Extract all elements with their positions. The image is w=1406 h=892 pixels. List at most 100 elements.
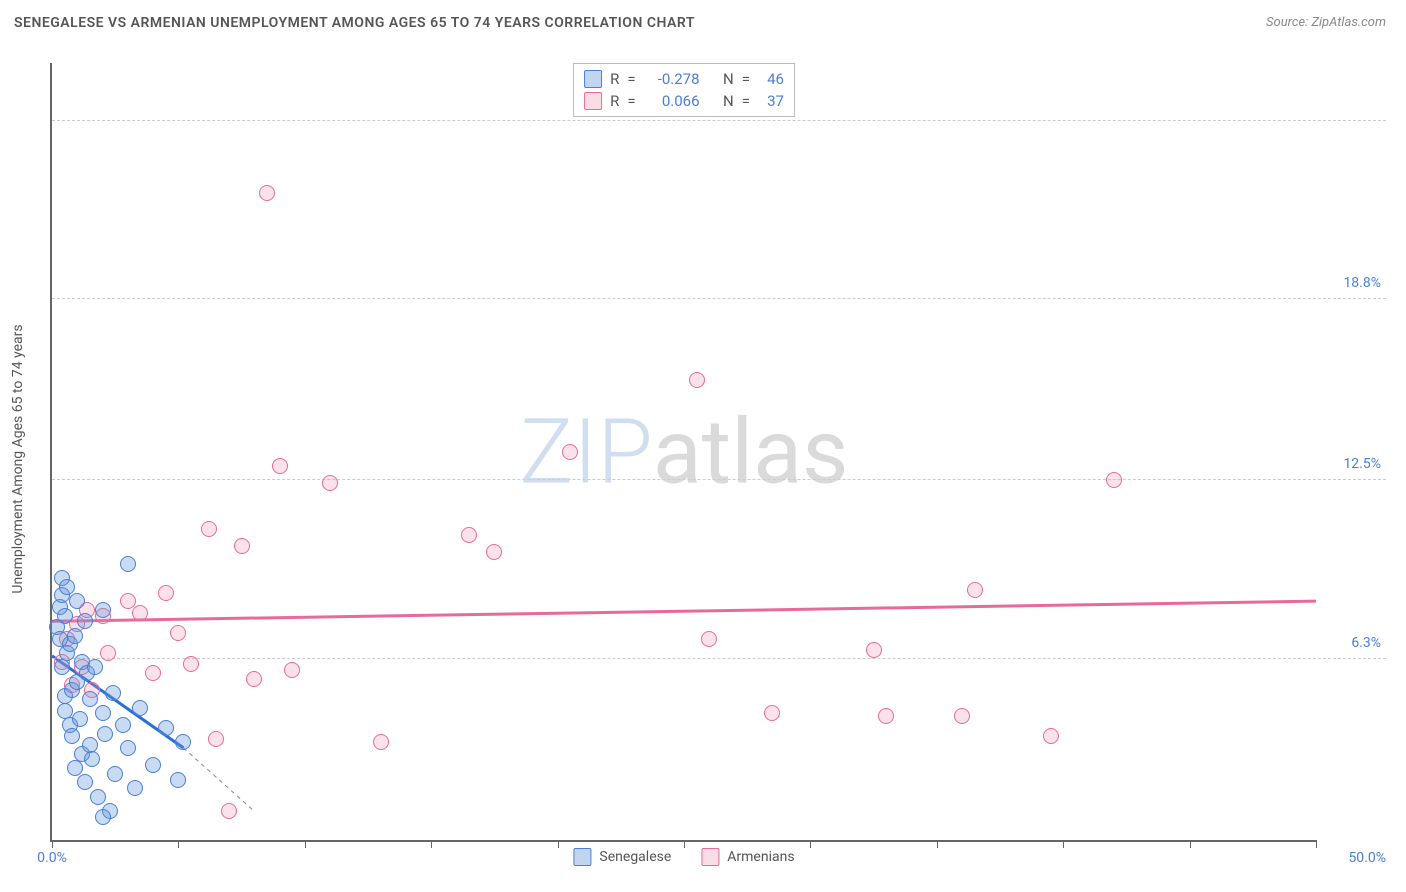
data-point <box>158 585 174 601</box>
eq-sign: = <box>627 92 635 110</box>
data-point <box>67 760 83 776</box>
data-point <box>115 717 131 733</box>
data-point <box>878 708 894 724</box>
r-value-armenians: 0.066 <box>644 92 700 110</box>
data-point <box>90 789 106 805</box>
data-point <box>145 665 161 681</box>
x-tick <box>937 840 938 848</box>
data-point <box>132 700 148 716</box>
data-point <box>82 691 98 707</box>
eq-sign: = <box>742 70 750 88</box>
r-value-senegalese: -0.278 <box>644 70 700 88</box>
data-point <box>69 593 85 609</box>
x-tick <box>1316 840 1317 848</box>
trend-lines <box>52 63 1316 840</box>
plot-container: Unemployment Among Ages 65 to 74 years Z… <box>40 45 1386 872</box>
data-point <box>95 705 111 721</box>
data-point <box>259 185 275 201</box>
data-point <box>120 556 136 572</box>
legend-row-senegalese: R = -0.278 N = 46 <box>584 68 784 90</box>
data-point <box>127 780 143 796</box>
data-point <box>158 720 174 736</box>
data-point <box>132 605 148 621</box>
data-point <box>59 579 75 595</box>
y-tick-label: 18.8% <box>1343 275 1381 291</box>
data-point <box>67 628 83 644</box>
gridline <box>52 658 1386 659</box>
data-point <box>175 734 191 750</box>
legend-item-armenians: Armenians <box>701 848 794 866</box>
legend-label-armenians: Armenians <box>727 849 794 865</box>
data-point <box>201 521 217 537</box>
data-point <box>72 711 88 727</box>
data-point <box>54 659 70 675</box>
data-point <box>221 803 237 819</box>
data-point <box>64 728 80 744</box>
data-point <box>272 458 288 474</box>
data-point <box>145 757 161 773</box>
data-point <box>701 631 717 647</box>
x-tick <box>431 840 432 848</box>
data-point <box>562 444 578 460</box>
data-point <box>234 538 250 554</box>
data-point <box>967 582 983 598</box>
legend-item-senegalese: Senegalese <box>573 848 671 866</box>
data-point <box>461 527 477 543</box>
data-point <box>1106 472 1122 488</box>
gridline <box>52 479 1386 480</box>
eq-sign: = <box>742 92 750 110</box>
swatch-senegalese <box>573 848 591 866</box>
data-point <box>87 659 103 675</box>
y-tick-label: 6.3% <box>1351 635 1381 651</box>
data-point <box>95 602 111 618</box>
eq-sign: = <box>627 70 635 88</box>
data-point <box>100 645 116 661</box>
gridline <box>52 298 1386 299</box>
x-tick <box>1063 840 1064 848</box>
data-point <box>246 671 262 687</box>
legend-series: Senegalese Armenians <box>573 848 794 866</box>
legend-label-senegalese: Senegalese <box>599 849 671 865</box>
source-name: ZipAtlas.com <box>1311 15 1386 30</box>
r-label: R <box>610 70 619 88</box>
data-point <box>486 544 502 560</box>
n-label: N <box>723 92 734 110</box>
data-point <box>170 625 186 641</box>
data-point <box>105 685 121 701</box>
r-label: R <box>610 92 619 110</box>
n-label: N <box>723 70 734 88</box>
data-point <box>284 662 300 678</box>
legend-correlation: R = -0.278 N = 46 R = 0.066 N = 37 <box>573 63 795 117</box>
swatch-senegalese <box>584 70 602 88</box>
data-point <box>764 705 780 721</box>
chart-header: SENEGALESE VS ARMENIAN UNEMPLOYMENT AMON… <box>0 0 1406 45</box>
data-point <box>57 608 73 624</box>
chart-source: Source: ZipAtlas.com <box>1266 15 1386 30</box>
data-point <box>107 766 123 782</box>
x-tick <box>684 840 685 848</box>
data-point <box>120 740 136 756</box>
y-tick-label: 12.5% <box>1343 456 1381 472</box>
x-tick <box>178 840 179 848</box>
data-point <box>954 708 970 724</box>
chart-title: SENEGALESE VS ARMENIAN UNEMPLOYMENT AMON… <box>14 15 695 31</box>
x-tick <box>305 840 306 848</box>
data-point <box>866 642 882 658</box>
gridline <box>52 120 1386 121</box>
plot-area: ZIPatlas R = -0.278 N = 46 R = 0.066 N <box>50 63 1316 842</box>
x-tick <box>810 840 811 848</box>
swatch-armenians <box>701 848 719 866</box>
data-point <box>183 656 199 672</box>
swatch-armenians <box>584 92 602 110</box>
data-point <box>208 731 224 747</box>
data-point <box>170 772 186 788</box>
data-point <box>373 734 389 750</box>
data-point <box>97 726 113 742</box>
data-point <box>84 751 100 767</box>
x-tick <box>52 840 53 848</box>
data-point <box>689 372 705 388</box>
x-tick-label: 50.0% <box>1348 850 1386 866</box>
source-prefix: Source: <box>1266 15 1311 30</box>
data-point <box>95 809 111 825</box>
data-point <box>322 475 338 491</box>
